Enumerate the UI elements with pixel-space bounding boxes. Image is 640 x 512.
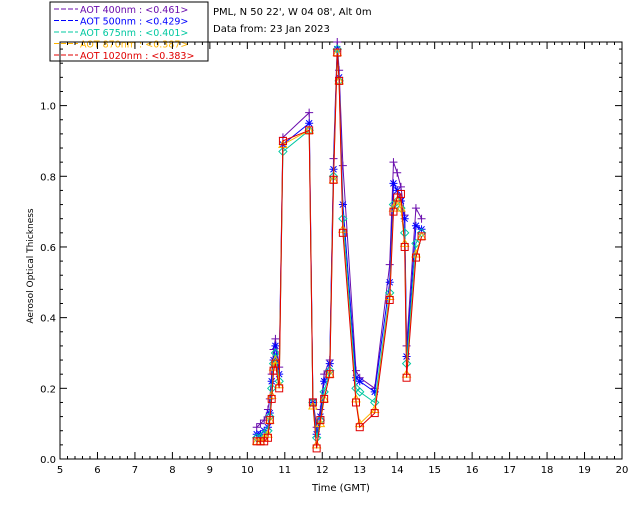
series-point-0 — [260, 416, 269, 425]
station-info: PML, N 50 22', W 04 08', Alt 0m — [213, 7, 372, 18]
series-point-3 — [416, 231, 427, 240]
series-point-1 — [351, 373, 360, 382]
legend-entry: AOT 400nm : <0.461> — [80, 5, 188, 16]
x-tick-label: 8 — [169, 465, 175, 476]
legend-entry: AOT 675nm : <0.401> — [80, 28, 188, 39]
series-point-0 — [305, 108, 314, 117]
series-point-1 — [389, 179, 398, 188]
series-point-4 — [329, 175, 338, 184]
series-point-1 — [355, 377, 364, 386]
series-point-4 — [278, 136, 287, 145]
series-point-4 — [396, 189, 405, 198]
series-line-4 — [256, 52, 423, 449]
series-point-4 — [385, 295, 394, 304]
x-tick-label: 17 — [503, 465, 516, 476]
series-point-4 — [333, 48, 342, 57]
series-point-2 — [399, 228, 410, 238]
series-point-3 — [396, 203, 406, 212]
series-point-4 — [402, 373, 411, 382]
series-point-4 — [265, 416, 274, 425]
series-point-4 — [312, 444, 321, 453]
series-point-0 — [389, 158, 398, 167]
x-tick-label: 14 — [391, 465, 404, 476]
x-tick-label: 9 — [207, 465, 213, 476]
x-tick-label: 6 — [94, 465, 100, 476]
series-point-0 — [411, 204, 420, 213]
legend: AOT 400nm : <0.461>AOT 500nm : <0.429>AO… — [49, 1, 209, 62]
x-tick-label: 15 — [428, 465, 441, 476]
y-tick-label: 0.4 — [40, 314, 56, 325]
y-tick-label: 1.0 — [40, 102, 56, 113]
x-tick-label: 19 — [578, 465, 591, 476]
series-point-0 — [271, 334, 280, 343]
x-tick-label: 5 — [57, 465, 63, 476]
series-point-4 — [316, 416, 325, 425]
series-point-4 — [305, 126, 314, 135]
series-point-2 — [411, 238, 421, 249]
series-point-0 — [338, 161, 347, 170]
series-point-1 — [400, 214, 409, 223]
x-axis-label: Time (GMT) — [311, 483, 370, 494]
series-point-4 — [400, 242, 409, 251]
series-point-4 — [325, 370, 334, 379]
series-point-1 — [305, 119, 314, 128]
plot-frame — [59, 41, 623, 460]
x-tick-label: 16 — [466, 465, 479, 476]
series-point-0 — [252, 423, 261, 432]
series-point-2 — [392, 196, 402, 206]
series-point-0 — [417, 214, 426, 223]
data-date: Data from: 23 Jan 2023 — [213, 24, 330, 35]
x-tick-label: 10 — [241, 465, 254, 476]
series-point-4 — [263, 433, 272, 442]
series-point-4 — [271, 359, 280, 368]
series-point-1 — [411, 221, 420, 230]
x-tick-label: 18 — [541, 465, 554, 476]
series-point-2 — [355, 387, 365, 397]
x-tick-label: 11 — [278, 465, 291, 476]
series-point-4 — [267, 394, 276, 403]
series-point-0 — [393, 168, 402, 177]
series-point-3 — [270, 355, 281, 364]
series-point-4 — [370, 409, 379, 418]
legend-entry: AOT 1020nm : <0.383> — [80, 51, 194, 62]
y-tick-label: 0.2 — [40, 384, 56, 395]
x-tick-label: 13 — [353, 465, 366, 476]
series-layer — [251, 38, 427, 453]
series-point-4 — [351, 398, 360, 407]
series-point-4 — [411, 253, 420, 262]
y-axis-label: Aerosol Optical Thickness — [26, 208, 36, 324]
series-point-0 — [396, 182, 405, 191]
legend-entry: AOT 870nm : <0.387> — [80, 40, 188, 51]
series-point-0 — [385, 260, 394, 269]
legend-entry: AOT 500nm : <0.429> — [80, 17, 188, 28]
x-tick-label: 7 — [132, 465, 138, 476]
series-point-4 — [338, 228, 347, 237]
axis-ticks: 5 6 7 8 9 10 11 12 13 14 15 16 17 18 19 20 0.0 0.2 0.4 0.6 0… — [40, 42, 628, 476]
series-point-0 — [256, 419, 265, 428]
x-tick-label: 12 — [316, 465, 329, 476]
x-tick-label: 20 — [616, 465, 629, 476]
series-point-1 — [271, 341, 280, 350]
y-tick-label: 0.8 — [40, 172, 56, 183]
series-point-1 — [370, 387, 379, 396]
y-tick-label: 0.0 — [40, 455, 56, 466]
series-point-4 — [335, 76, 344, 85]
series-point-0 — [265, 394, 274, 403]
series-point-1 — [267, 377, 276, 386]
series-point-4 — [320, 394, 329, 403]
series-point-4 — [417, 232, 426, 241]
series-point-4 — [389, 207, 398, 216]
series-point-1 — [320, 377, 329, 386]
y-tick-label: 0.6 — [40, 243, 56, 254]
series-point-4 — [275, 384, 284, 393]
series-point-3 — [324, 369, 335, 378]
series-point-4 — [308, 398, 317, 407]
series-point-4 — [355, 423, 364, 432]
